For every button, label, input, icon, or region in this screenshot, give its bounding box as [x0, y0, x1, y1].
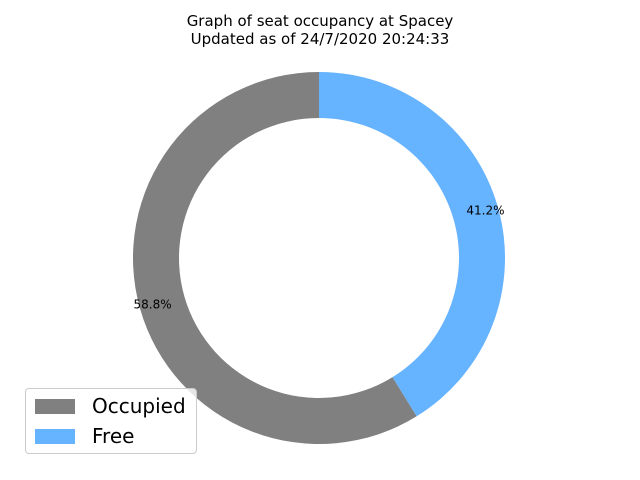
donut-slice-occupied — [132, 72, 417, 444]
chart-legend: Occupied Free — [25, 388, 197, 454]
chart-title-line-2: Updated as of 24/7/2020 20:24:33 — [190, 30, 450, 48]
legend-swatch-occupied — [35, 399, 75, 414]
legend-label-occupied: Occupied — [92, 394, 186, 418]
legend-swatch-free — [35, 429, 75, 444]
legend-label-free: Free — [92, 424, 135, 448]
chart-title-line-1: Graph of seat occupancy at Spacey — [186, 12, 454, 30]
donut-slice-free — [319, 72, 506, 417]
slice-label-free: 41.2% — [466, 203, 504, 217]
slice-label-occupied: 58.8% — [134, 298, 172, 312]
